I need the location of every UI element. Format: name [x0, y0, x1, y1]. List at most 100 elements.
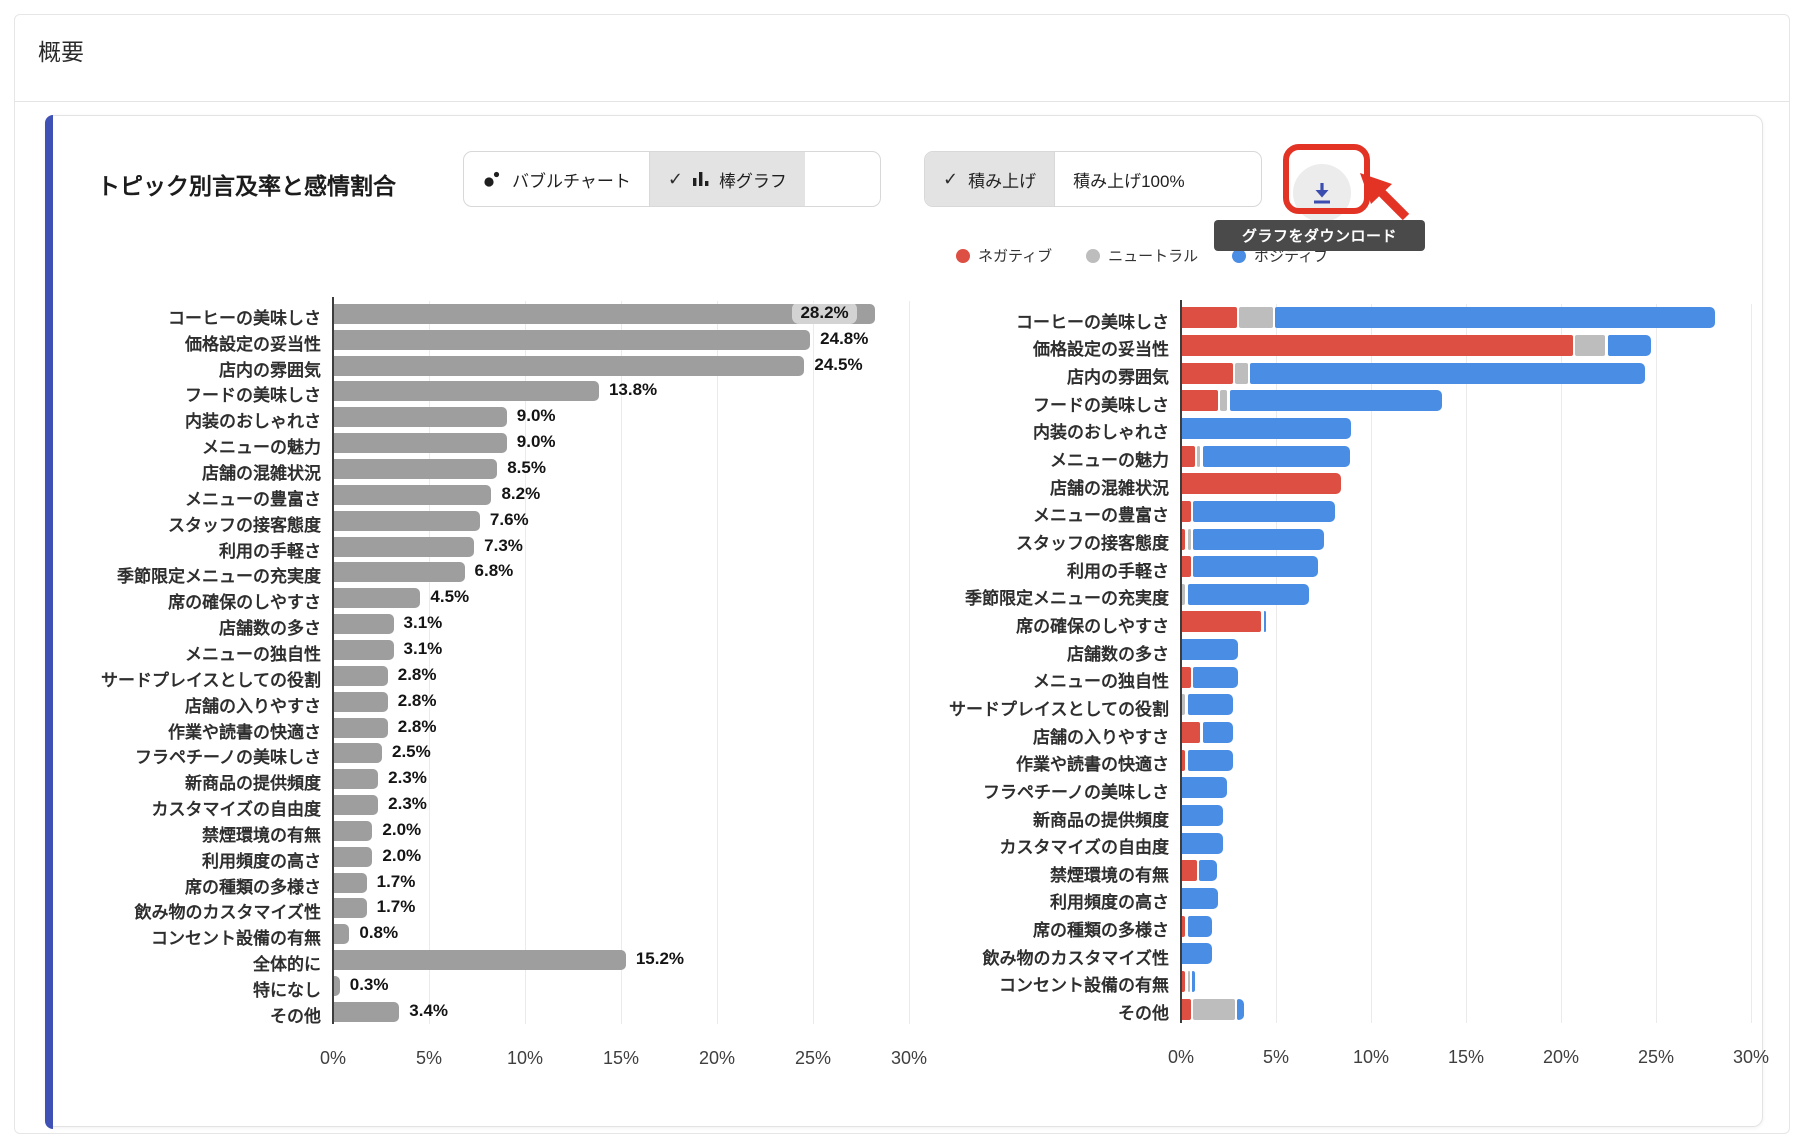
sentiment-segment-negative[interactable] — [1182, 556, 1191, 578]
sentiment-segment-neutral[interactable] — [1235, 362, 1248, 384]
sentiment-segment-positive[interactable] — [1182, 805, 1224, 827]
sentiment-segment-positive[interactable] — [1193, 666, 1239, 688]
sentiment-segment-positive[interactable] — [1229, 390, 1442, 412]
sentiment-segment-negative[interactable] — [1182, 611, 1262, 633]
mention-bar[interactable] — [334, 510, 480, 531]
sentiment-segment-positive[interactable] — [1607, 334, 1651, 356]
mention-bar[interactable] — [334, 433, 507, 454]
mention-bar[interactable] — [334, 950, 626, 971]
sentiment-segment-neutral[interactable] — [1575, 334, 1606, 356]
download-button[interactable] — [1293, 164, 1351, 222]
sentiment-segment-positive[interactable] — [1202, 722, 1233, 744]
y-axis-category-label: 内装のおしゃれさ — [185, 412, 321, 432]
mention-bar[interactable] — [334, 381, 599, 402]
sentiment-segment-negative[interactable] — [1182, 500, 1191, 522]
mention-bar[interactable] — [334, 459, 498, 480]
sentiment-segment-positive[interactable] — [1187, 915, 1212, 937]
sentiment-segment-neutral[interactable] — [1187, 528, 1191, 550]
mention-bar[interactable] — [334, 924, 350, 945]
sentiment-segment-negative[interactable] — [1182, 970, 1186, 992]
mention-bar[interactable] — [334, 872, 367, 893]
legend-item-neutral[interactable]: ニュートラル — [1086, 245, 1198, 266]
gridline — [1371, 304, 1372, 1023]
sentiment-segment-positive[interactable] — [1182, 639, 1239, 661]
gridline — [1751, 304, 1752, 1023]
sentiment-segment-positive[interactable] — [1182, 832, 1224, 854]
mention-bar[interactable] — [334, 614, 394, 635]
mention-bar[interactable] — [334, 484, 492, 505]
sentiment-segment-negative[interactable] — [1182, 445, 1195, 467]
legend-item-positive[interactable]: ポジティブ — [1232, 245, 1328, 266]
sentiment-segment-positive[interactable] — [1275, 307, 1716, 329]
mention-bar[interactable] — [334, 665, 388, 686]
sentiment-segment-neutral[interactable] — [1193, 998, 1235, 1020]
sentiment-segment-positive[interactable] — [1191, 970, 1195, 992]
sentiment-segment-positive[interactable] — [1187, 694, 1233, 716]
sentiment-segment-positive[interactable] — [1237, 998, 1245, 1020]
sentiment-segment-positive[interactable] — [1182, 777, 1227, 799]
stacked-button[interactable]: ✓ 積み上げ — [925, 152, 1055, 206]
mention-bar[interactable] — [334, 355, 805, 376]
mention-bar[interactable] — [334, 536, 475, 557]
sentiment-segment-negative[interactable] — [1182, 334, 1573, 356]
bubble-chart-button[interactable]: バブルチャート — [464, 152, 649, 206]
sentiment-segment-neutral[interactable] — [1239, 307, 1273, 329]
card-accent-bar — [45, 115, 53, 1129]
sentiment-segment-negative[interactable] — [1182, 722, 1201, 744]
mention-bar[interactable] — [334, 717, 388, 738]
legend-item-negative[interactable]: ネガティブ — [956, 245, 1052, 266]
sentiment-segment-negative[interactable] — [1182, 749, 1186, 771]
mention-bar[interactable] — [334, 407, 507, 428]
mention-bar[interactable] — [334, 303, 876, 324]
mention-bar[interactable] — [334, 846, 373, 867]
mention-bar[interactable] — [334, 769, 379, 790]
sentiment-segment-positive[interactable] — [1182, 887, 1218, 909]
mention-bar[interactable] — [334, 639, 394, 660]
sentiment-segment-negative[interactable] — [1182, 307, 1237, 329]
sentiment-segment-negative[interactable] — [1182, 362, 1233, 384]
sentiment-segment-positive[interactable] — [1202, 445, 1351, 467]
bar-value-label: 4.5% — [430, 587, 470, 607]
sentiment-segment-positive[interactable] — [1187, 583, 1309, 605]
mention-bar[interactable] — [334, 691, 388, 712]
sentiment-segment-negative[interactable] — [1182, 390, 1218, 412]
mention-bar[interactable] — [334, 588, 421, 609]
sentiment-segment-negative[interactable] — [1182, 915, 1186, 937]
sentiment-segment-negative[interactable] — [1182, 528, 1186, 550]
sentiment-segment-negative[interactable] — [1182, 998, 1191, 1020]
sentiment-segment-positive[interactable] — [1193, 556, 1319, 578]
sentiment-segment-neutral[interactable] — [1182, 694, 1186, 716]
sentiment-segment-neutral[interactable] — [1197, 445, 1201, 467]
sentiment-segment-positive[interactable] — [1182, 417, 1351, 439]
mention-bar[interactable] — [334, 976, 340, 997]
mention-bar[interactable] — [334, 562, 465, 583]
sentiment-segment-negative[interactable] — [1182, 473, 1341, 495]
mention-bar[interactable] — [334, 898, 367, 919]
sentiment-segment-positive[interactable] — [1187, 749, 1233, 771]
mention-bar[interactable] — [334, 820, 373, 841]
sentiment-segment-neutral[interactable] — [1182, 583, 1186, 605]
sentiment-segment-positive[interactable] — [1193, 528, 1324, 550]
bar-value-label: 1.7% — [376, 871, 416, 891]
download-icon — [1309, 180, 1335, 206]
sentiment-segment-positive[interactable] — [1199, 860, 1218, 882]
mention-bar[interactable] — [334, 1001, 400, 1022]
bar-chart-button[interactable]: ✓ 棒グラフ — [648, 152, 805, 206]
mention-bar[interactable] — [334, 795, 379, 816]
bar-value-label: 3.1% — [403, 613, 443, 633]
sentiment-segment-neutral[interactable] — [1187, 970, 1190, 992]
sentiment-segment-neutral[interactable] — [1220, 390, 1227, 412]
sentiment-segment-positive[interactable] — [1263, 611, 1266, 633]
sentiment-segment-positive[interactable] — [1182, 943, 1212, 965]
bubble-chart-label: バブルチャート — [512, 171, 631, 191]
y-axis-category-label: 店内の雰囲気 — [219, 360, 321, 380]
mention-bar[interactable] — [334, 743, 382, 764]
sentiment-segment-positive[interactable] — [1250, 362, 1645, 384]
sentiment-segment-negative[interactable] — [1182, 666, 1191, 688]
sentiment-segment-positive[interactable] — [1193, 500, 1336, 522]
stacked-100-button[interactable]: 積み上げ100% — [1054, 152, 1202, 206]
mention-bar[interactable] — [334, 329, 811, 350]
sentiment-segment-negative[interactable] — [1182, 860, 1197, 882]
x-axis-tick-label: 10% — [1352, 1047, 1390, 1067]
y-axis-category-label: コンセント設備の有無 — [151, 929, 321, 949]
